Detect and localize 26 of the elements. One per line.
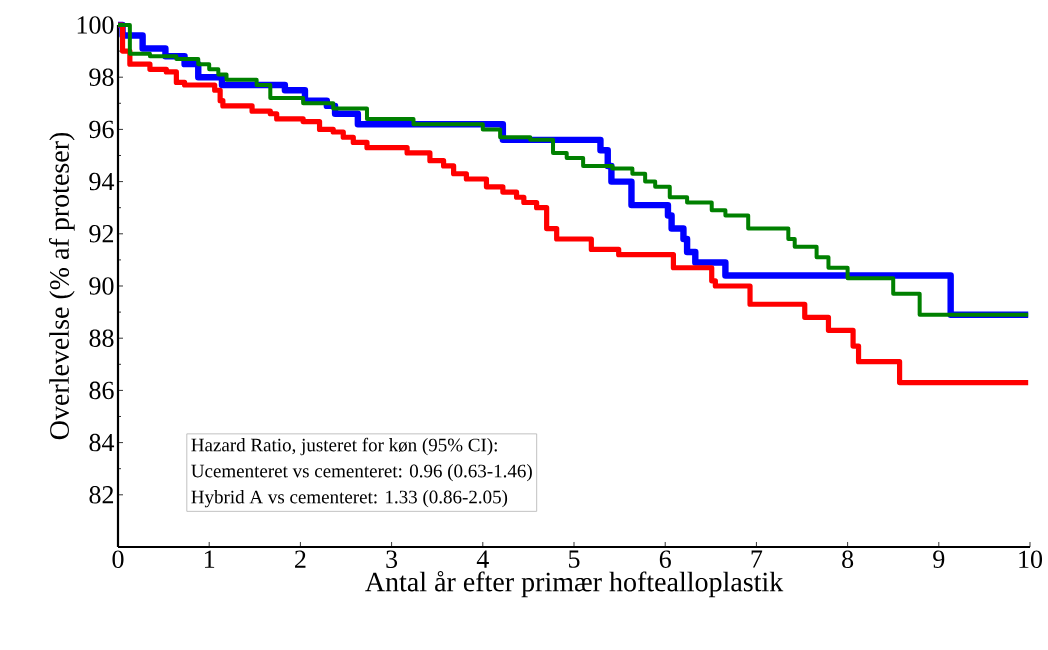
y-tick-label: 88 (89, 329, 114, 347)
x-tick-label: 8 (842, 550, 854, 569)
x-tick-label: 10 (1019, 550, 1043, 569)
y-tick-label: 98 (89, 68, 114, 86)
y-axis-title: Overlevelse (% af proteser) (48, 132, 75, 440)
y-tick-label: 100 (77, 16, 114, 34)
x-axis-title: Antal år efter primær hoftealloplastik (365, 570, 784, 598)
y-tick-label: 94 (89, 172, 115, 191)
x-tick-label: 2 (295, 550, 306, 568)
annotation: Hybrid A vs cementeret: 1.33 (0.86-2.05) (191, 490, 508, 508)
x-tick-label: 6 (659, 550, 671, 568)
x-tick-label: 5 (569, 550, 580, 568)
x-tick-label: 9 (933, 550, 945, 568)
x-tick-label: 3 (386, 550, 398, 568)
x-tick-label: 7 (751, 550, 763, 568)
y-tick-label: 96 (89, 120, 114, 139)
y-tick-label: 84 (89, 433, 115, 452)
annotation: Ucementeret vs cementeret: 0.96 (0.63-1.46) (191, 464, 532, 482)
x-tick-label: 0 (112, 550, 124, 569)
x-tick-label: 4 (476, 550, 489, 568)
x-tick-label: 1 (204, 550, 215, 568)
annotation: Hazard Ratio, justeret for køn (95% CI): (191, 437, 497, 456)
y-tick-label: 90 (89, 277, 114, 295)
y-tick-label: 82 (89, 486, 114, 504)
y-tick-label: 86 (89, 381, 114, 400)
y-tick-label: 92 (89, 225, 114, 243)
